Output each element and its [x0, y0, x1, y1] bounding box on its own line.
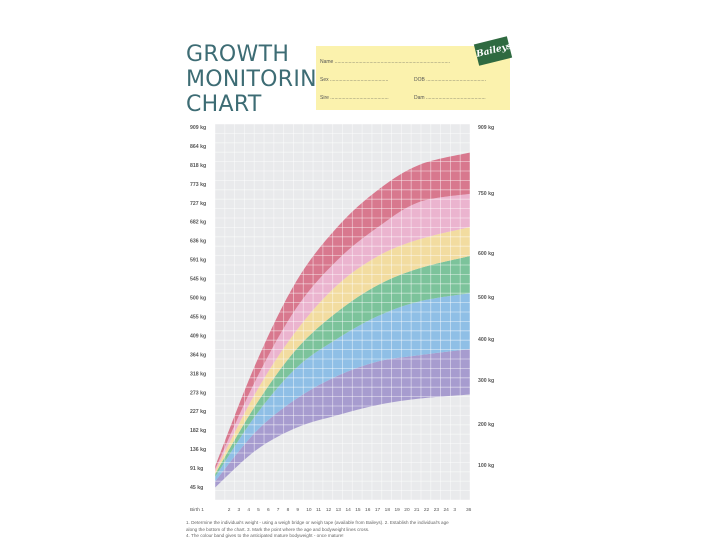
- x-tick-label: 2: [228, 507, 231, 513]
- x-tick-label: 23: [434, 507, 440, 513]
- growth-band-3: [215, 255, 470, 478]
- y-tick-label-left: 500 kg: [190, 296, 206, 302]
- title-line-monitoring: MONITORING: [186, 67, 335, 92]
- y-tick-label-left: 364 kg: [190, 352, 206, 358]
- y-tick-label-left: 273 kg: [190, 390, 206, 396]
- y-tick-label-right: 200 kg: [478, 422, 494, 428]
- title-line-growth: GROWTH: [186, 42, 290, 67]
- x-tick-label: 17: [375, 507, 381, 513]
- note-line-3: 4. The colour band gives to the anticipa…: [186, 533, 344, 539]
- y-tick-label-right: 100 kg: [478, 463, 494, 469]
- y-tick-label-left: 636 kg: [190, 239, 206, 245]
- y-tick-label-left: 136 kg: [190, 447, 206, 453]
- y-tick-label-left: 591 kg: [190, 258, 206, 264]
- y-tick-label-left: 91 kg: [190, 466, 203, 472]
- y-tick-label-left: 409 kg: [190, 333, 206, 339]
- y-tick-label-left: 545 kg: [190, 277, 206, 283]
- note-line-1: 1. Determine the individual's weight - u…: [186, 520, 449, 525]
- growth-band-5: [215, 193, 470, 472]
- chart-title-block: GROWTH MONITORING CHART: [186, 42, 334, 117]
- x-tick-label: 12: [326, 507, 332, 513]
- y-tick-label-left: 182 kg: [190, 428, 206, 434]
- y-tick-label-right: 600 kg: [478, 251, 494, 257]
- y-tick-label-right: 909 kg: [478, 125, 494, 131]
- growth-band-1: [215, 349, 470, 488]
- y-tick-label-right: 400 kg: [478, 337, 494, 343]
- x-tick-label: 16: [365, 507, 371, 513]
- x-tick-label: 36: [466, 507, 472, 513]
- y-tick-label-left: 909 kg: [190, 125, 206, 131]
- x-tick-label: Birth 1: [190, 507, 204, 513]
- dob-field[interactable]: DOB ....................................…: [414, 77, 486, 83]
- y-tick-label-left: 773 kg: [190, 182, 206, 188]
- x-tick-label: 5: [257, 507, 260, 513]
- title-line-chart: CHART: [186, 92, 262, 117]
- y-tick-label-right: 500 kg: [478, 295, 494, 301]
- sire-field[interactable]: Sire ...................................…: [320, 95, 389, 101]
- y-tick-label-right: 300 kg: [478, 378, 494, 384]
- growth-band-6: [215, 152, 470, 470]
- x-tick-label: 18: [385, 507, 391, 513]
- y-tick-label-left: 455 kg: [190, 314, 206, 320]
- x-tick-label: 3: [238, 507, 241, 513]
- x-tick-label: 11: [316, 507, 321, 513]
- instructions-notes: 1. Determine the individual's weight - u…: [186, 520, 510, 540]
- x-tick-label: 4: [247, 507, 250, 513]
- y-tick-label-left: 727 kg: [190, 201, 206, 207]
- y-tick-label-right: 750 kg: [478, 191, 494, 197]
- y-tick-label-left: 682 kg: [190, 220, 206, 226]
- y-tick-label-left: 45 kg: [190, 485, 203, 491]
- x-tick-label: 7: [277, 507, 280, 513]
- y-tick-label-left: 818 kg: [190, 163, 206, 169]
- x-tick-label: 10: [306, 507, 312, 513]
- x-tick-label: 24: [444, 507, 450, 513]
- x-tick-label: 22: [424, 507, 430, 513]
- y-tick-label-left: 227 kg: [190, 409, 206, 415]
- x-tick-label: 15: [355, 507, 361, 513]
- y-tick-label-left: 318 kg: [190, 371, 206, 377]
- x-tick-label: 3: [453, 507, 456, 513]
- x-tick-label: 20: [404, 507, 410, 513]
- growth-band-4: [215, 226, 470, 475]
- x-tick-label: 9: [296, 507, 299, 513]
- x-tick-label: 21: [414, 507, 420, 513]
- x-tick-label: 14: [345, 507, 351, 513]
- sex-field[interactable]: Sex ....................................…: [320, 77, 389, 83]
- dam-field[interactable]: Dam ....................................…: [414, 95, 486, 101]
- note-line-2: along the bottom of the chart. 3. Mark t…: [186, 526, 370, 532]
- name-field[interactable]: Name ...................................…: [320, 59, 451, 65]
- x-tick-label: 6: [267, 507, 270, 513]
- x-tick-label: 8: [287, 507, 290, 513]
- x-tick-label: 13: [336, 507, 342, 513]
- x-tick-label: 19: [394, 507, 400, 513]
- y-tick-label-left: 864 kg: [190, 144, 206, 150]
